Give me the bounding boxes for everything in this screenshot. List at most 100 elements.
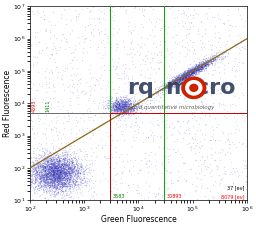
Point [54, 170, 58, 173]
Point [46, 174, 50, 177]
Point [66, 169, 70, 173]
Point [168, 87, 172, 91]
Point [112, 108, 116, 111]
Point [165, 75, 169, 79]
Point [42, 152, 46, 155]
Point [46, 179, 50, 183]
Point [154, 46, 158, 49]
Point [169, 79, 174, 82]
Point [66, 164, 70, 168]
Point [56, 171, 60, 175]
Point [233, 69, 237, 73]
Point [189, 73, 193, 76]
Point [193, 65, 197, 69]
Point [177, 73, 181, 77]
Point [124, 107, 128, 111]
Point [194, 159, 198, 162]
Point [44, 164, 48, 168]
Point [186, 15, 190, 18]
Point [46, 173, 50, 176]
Point [188, 69, 192, 73]
Point [177, 76, 182, 80]
Point [137, 102, 141, 106]
Point [55, 168, 59, 171]
Point [52, 161, 56, 165]
Point [37, 180, 41, 184]
Point [44, 141, 48, 144]
Point [164, 89, 168, 92]
Point [118, 104, 122, 108]
Point [119, 108, 123, 111]
Point [83, 91, 88, 95]
Point [233, 131, 237, 135]
Point [131, 102, 135, 106]
Point [64, 172, 68, 176]
Point [73, 182, 77, 186]
Point [172, 104, 176, 107]
Point [113, 100, 118, 104]
Point [102, 63, 106, 67]
Point [64, 17, 68, 21]
Point [193, 189, 197, 192]
Point [72, 174, 76, 178]
Point [201, 68, 206, 72]
Point [56, 155, 60, 159]
Point [48, 182, 52, 186]
Point [38, 177, 42, 180]
Point [184, 72, 188, 75]
Point [61, 189, 65, 193]
Point [55, 176, 59, 180]
Point [188, 72, 192, 76]
Point [113, 102, 118, 106]
Point [182, 74, 186, 77]
Point [179, 76, 184, 80]
Point [163, 84, 167, 88]
Point [116, 106, 120, 109]
Point [166, 84, 170, 88]
Point [49, 184, 53, 188]
Point [175, 80, 179, 84]
Point [79, 76, 83, 80]
Point [45, 165, 49, 168]
Point [76, 15, 80, 18]
Point [32, 155, 36, 159]
Point [114, 103, 118, 106]
Point [162, 89, 166, 92]
Point [66, 180, 70, 183]
Point [126, 108, 131, 111]
Point [59, 141, 63, 145]
Point [240, 170, 244, 174]
Point [208, 59, 212, 63]
Point [192, 146, 196, 150]
Point [233, 103, 238, 107]
Point [129, 101, 133, 105]
Point [46, 163, 50, 167]
Point [182, 73, 186, 77]
Point [132, 109, 136, 113]
Point [51, 171, 55, 175]
Point [60, 171, 64, 175]
Point [46, 160, 50, 164]
Text: rapid quantitative microbiology: rapid quantitative microbiology [127, 105, 214, 110]
Point [57, 175, 61, 178]
Point [38, 164, 42, 168]
Point [114, 95, 118, 99]
Point [122, 97, 126, 101]
Point [67, 176, 71, 180]
Point [116, 109, 121, 113]
Point [45, 178, 49, 182]
Point [56, 183, 60, 187]
Point [70, 170, 74, 174]
Point [168, 82, 173, 86]
Point [148, 101, 152, 105]
Point [72, 149, 76, 152]
Point [67, 168, 71, 172]
Point [184, 73, 188, 76]
Point [190, 70, 194, 73]
Point [213, 61, 217, 65]
Point [70, 160, 74, 163]
Point [189, 21, 193, 25]
Point [198, 67, 202, 71]
Point [42, 173, 47, 177]
Point [115, 114, 120, 118]
